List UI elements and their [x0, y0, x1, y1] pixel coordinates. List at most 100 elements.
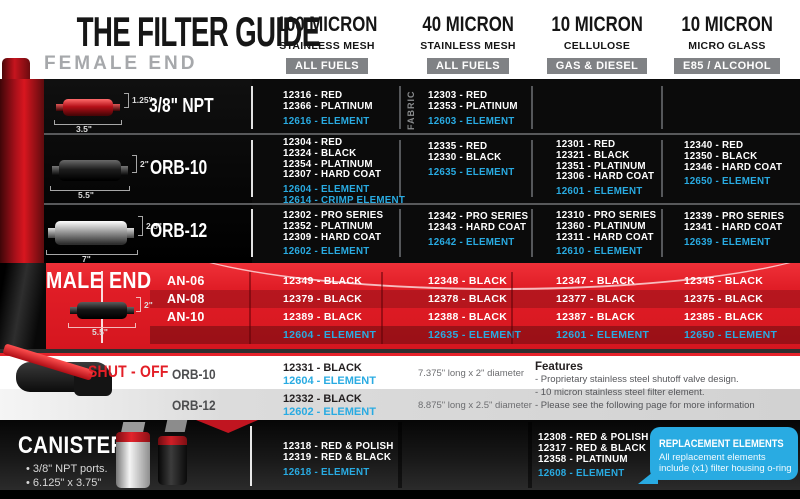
orb-label: ORB-10: [172, 366, 216, 382]
element-number: 12608 - ELEMENT: [538, 468, 625, 480]
part-number: 12379 - BLACK: [283, 293, 363, 305]
element-number: 12602 - ELEMENT: [283, 246, 370, 258]
column-divider: [399, 86, 401, 129]
dim-bracket: [68, 323, 136, 328]
male-end-section: AN-06 12349 - BLACK 12348 - BLACK 12347 …: [0, 263, 800, 349]
row-label: 3/8" NPT: [149, 95, 214, 117]
an-row: AN-06 12349 - BLACK 12348 - BLACK 12347 …: [150, 272, 800, 290]
callout-line: include (x1) filter housing o-ring: [659, 463, 792, 474]
part-number: 12350 - BLACK: [684, 150, 758, 162]
part-number: 12304 - RED: [283, 137, 343, 148]
row-label: ORB-12: [150, 220, 208, 242]
column-divider: [511, 272, 513, 344]
part-number: 12351 - PLATINUM: [556, 160, 646, 172]
replacement-elements-callout: REPLACEMENT ELEMENTS All replacement ele…: [650, 427, 798, 480]
dim-bracket: [138, 216, 143, 236]
column-divider: [251, 209, 253, 257]
parts-cell: 12302 - PRO SERIES 12352 - PLATINUM 12309 …: [283, 210, 384, 258]
part-number: 12310 - PRO SERIES: [556, 210, 657, 221]
parts-cell: 12339 - PRO SERIES 12341 - HARD COAT 1263…: [684, 211, 785, 248]
element-number: 12604 - ELEMENT: [283, 184, 370, 196]
part-number: 12352 - PLATINUM: [283, 220, 373, 232]
column-divider: [531, 140, 533, 197]
dim-length-label: 5.5": [92, 327, 108, 337]
part-number: 12388 - BLACK: [428, 311, 508, 323]
element-number: 12642 - ELEMENT: [428, 236, 515, 248]
part-number: 12308 - RED & POLISH: [538, 432, 649, 443]
features-title: Features: [535, 361, 583, 373]
row-divider: [44, 133, 800, 135]
column-gap: [398, 422, 402, 488]
parts-cell: 12340 - RED 12350 - BLACK 12346 - HARD COA…: [684, 140, 783, 188]
parts-cell: 12342 - PRO SERIES 12343 - HARD COAT 1264…: [428, 211, 529, 248]
part-number: 12387 - BLACK: [556, 311, 636, 323]
part-number: 12302 - PRO SERIES: [283, 210, 384, 221]
element-number: 12601 - ELEMENT: [556, 329, 650, 341]
element-number: 12604 - ELEMENT: [283, 329, 377, 341]
column-media: MICRO GLASS: [688, 40, 766, 52]
size-note: 8.875" long x 2.5" diameter: [418, 400, 532, 411]
canister-photo-cap: [158, 436, 187, 445]
part-number: 12339 - PRO SERIES: [684, 211, 785, 222]
column-title: 10 MICRON: [551, 13, 643, 36]
canister-section: CANISTER • 3/8" NPT ports. • 6.125" x 3.7…: [0, 420, 800, 490]
part-number: 12345 - BLACK: [684, 275, 764, 287]
page-title: THE FILTER GUIDE: [76, 8, 321, 55]
element-number: 12610 - ELEMENT: [556, 246, 643, 258]
canister-specs: • 3/8" NPT ports. • 6.125" x 3.75": [26, 462, 108, 490]
filter-illustration: [70, 302, 134, 319]
part-number: 12375 - BLACK: [684, 293, 764, 305]
section-label-female-end: FEMALE END: [44, 53, 198, 74]
fuel-type-badge: E85 / ALCOHOL: [674, 58, 780, 74]
column-divider: [399, 140, 401, 197]
red-filter-photo-top: [2, 58, 30, 79]
part-number: 12385 - BLACK: [684, 311, 764, 323]
column-divider: [661, 86, 663, 129]
filter-illustration: [52, 160, 128, 181]
fabric-note: FABRIC: [406, 90, 416, 131]
part-number: 12321 - BLACK: [556, 149, 630, 161]
row-divider: [44, 203, 800, 205]
element-number: 12639 - ELEMENT: [684, 236, 771, 248]
feature-line: - Proprietary stainless steel shutoff va…: [535, 374, 739, 385]
column-divider: [661, 209, 663, 257]
part-number: 12330 - BLACK: [428, 151, 502, 163]
features-list: - Proprietary stainless steel shutoff va…: [535, 374, 755, 412]
parts-cell: 12335 - RED 12330 - BLACK 12635 - ELEMENT: [428, 141, 515, 178]
part-number: 12332 - BLACK: [283, 393, 362, 405]
canister-photo-cap: [116, 432, 150, 442]
dim-length-label: 7": [82, 254, 91, 264]
column-media: STAINLESS MESH: [279, 40, 375, 52]
mounting-bracket: [164, 420, 188, 432]
element-number: 12614 - CRIMP ELEMENT: [283, 194, 406, 206]
row-label: ORB-10: [150, 157, 208, 179]
element-number: 12603 - ELEMENT: [428, 115, 515, 127]
fuel-type-badge: ALL FUELS: [427, 58, 509, 74]
header: THE FILTER GUIDE FEMALE END 100 MICRON S…: [0, 0, 800, 79]
orb-12-row-band: [0, 389, 800, 420]
shut-off-section: SHUT - OFF ORB-10 ORB-12 12331 - BLACK 1…: [0, 343, 800, 420]
canister-title: CANISTER: [18, 432, 126, 459]
dim-bracket: [54, 120, 122, 125]
part-number: 12378 - BLACK: [428, 293, 508, 305]
red-lever-photo-tip: [196, 420, 258, 433]
element-number: 12635 - ELEMENT: [428, 329, 522, 341]
spec-bullet: • 6.125" x 3.75": [26, 477, 102, 489]
part-number: 12335 - RED: [428, 141, 488, 152]
dim-bracket: [136, 297, 141, 312]
element-number: 12650 - ELEMENT: [684, 329, 778, 341]
column-divider: [399, 209, 401, 257]
part-number: 12342 - PRO SERIES: [428, 211, 529, 222]
red-filter-photo: [0, 79, 44, 263]
part-number: 12346 - HARD COAT: [684, 161, 783, 173]
dim-height-label: 2.5": [146, 221, 162, 231]
column-divider: [250, 426, 252, 486]
part-number: 12324 - BLACK: [283, 147, 357, 159]
filter-illustration: [48, 221, 134, 245]
parts-cell: 12318 - RED & POLISH 12319 - RED & BLACK …: [283, 441, 394, 478]
parts-cell: 12303 - RED 12353 - PLATINUM 12603 - ELEM…: [428, 90, 518, 127]
feature-line: - Please see the following page for more…: [535, 399, 755, 411]
part-number: 12319 - RED & BLACK: [283, 451, 392, 463]
part-number: 12301 - RED: [556, 139, 616, 150]
part-number: 12340 - RED: [684, 140, 744, 151]
